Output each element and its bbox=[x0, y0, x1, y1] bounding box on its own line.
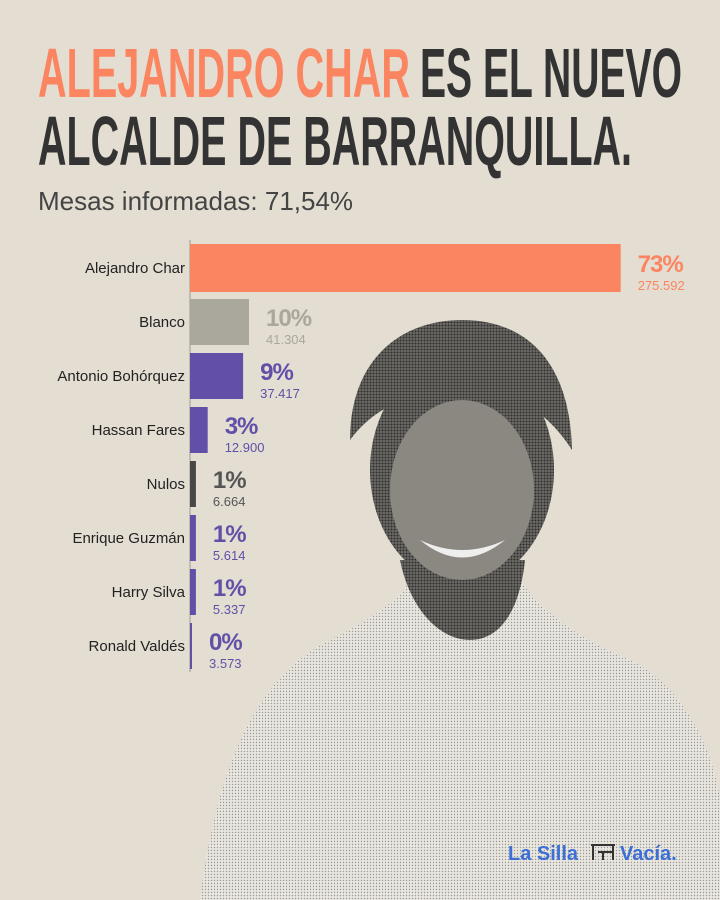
logo: La Silla Vacía. bbox=[508, 843, 677, 865]
percent-label: 1% bbox=[213, 467, 246, 494]
category-label: Nulos bbox=[147, 476, 185, 493]
bar-chart: Alejandro Char 73%275.592 Blanco 10%41.304 A… bbox=[57, 244, 685, 671]
bar bbox=[190, 353, 244, 399]
bar bbox=[190, 569, 196, 615]
title-line: ES EL NUEVO bbox=[420, 34, 682, 112]
category-label: Hassan Fares bbox=[92, 422, 185, 439]
category-label: Blanco bbox=[139, 314, 185, 331]
title-line: ALCALDE DE BARRANQUILLA. bbox=[38, 102, 632, 180]
percent-label: 1% bbox=[213, 575, 246, 602]
percent-label: 10% bbox=[266, 305, 312, 332]
bar bbox=[190, 244, 621, 292]
category-label: Antonio Bohórquez bbox=[57, 368, 185, 385]
category-label: Harry Silva bbox=[112, 584, 186, 601]
percent-label: 73% bbox=[638, 251, 684, 278]
votes-label: 5.337 bbox=[213, 602, 246, 617]
percent-label: 9% bbox=[260, 359, 293, 386]
logo-text: La Silla bbox=[508, 843, 579, 865]
bar bbox=[190, 461, 196, 507]
percent-label: 3% bbox=[225, 413, 258, 440]
votes-label: 5.614 bbox=[213, 548, 246, 563]
votes-label: 3.573 bbox=[209, 656, 242, 671]
bar bbox=[190, 623, 192, 669]
bar bbox=[190, 515, 196, 561]
category-label: Alejandro Char bbox=[85, 260, 185, 277]
portrait bbox=[200, 320, 720, 900]
votes-label: 12.900 bbox=[225, 440, 265, 455]
percent-label: 1% bbox=[213, 521, 246, 548]
logo-icon bbox=[591, 844, 615, 860]
category-label: Enrique Guzmán bbox=[72, 530, 185, 547]
title-highlight: ALEJANDRO CHAR bbox=[38, 34, 410, 112]
votes-label: 41.304 bbox=[266, 332, 306, 347]
percent-label: 0% bbox=[209, 629, 242, 656]
votes-label: 275.592 bbox=[638, 278, 685, 293]
bar bbox=[190, 407, 208, 453]
logo-text: Vacía. bbox=[620, 843, 677, 865]
category-label: Ronald Valdés bbox=[89, 638, 185, 655]
subtitle: Mesas informadas: 71,54% bbox=[38, 186, 353, 216]
votes-label: 6.664 bbox=[213, 494, 246, 509]
bar bbox=[190, 299, 249, 345]
votes-label: 37.417 bbox=[260, 386, 300, 401]
